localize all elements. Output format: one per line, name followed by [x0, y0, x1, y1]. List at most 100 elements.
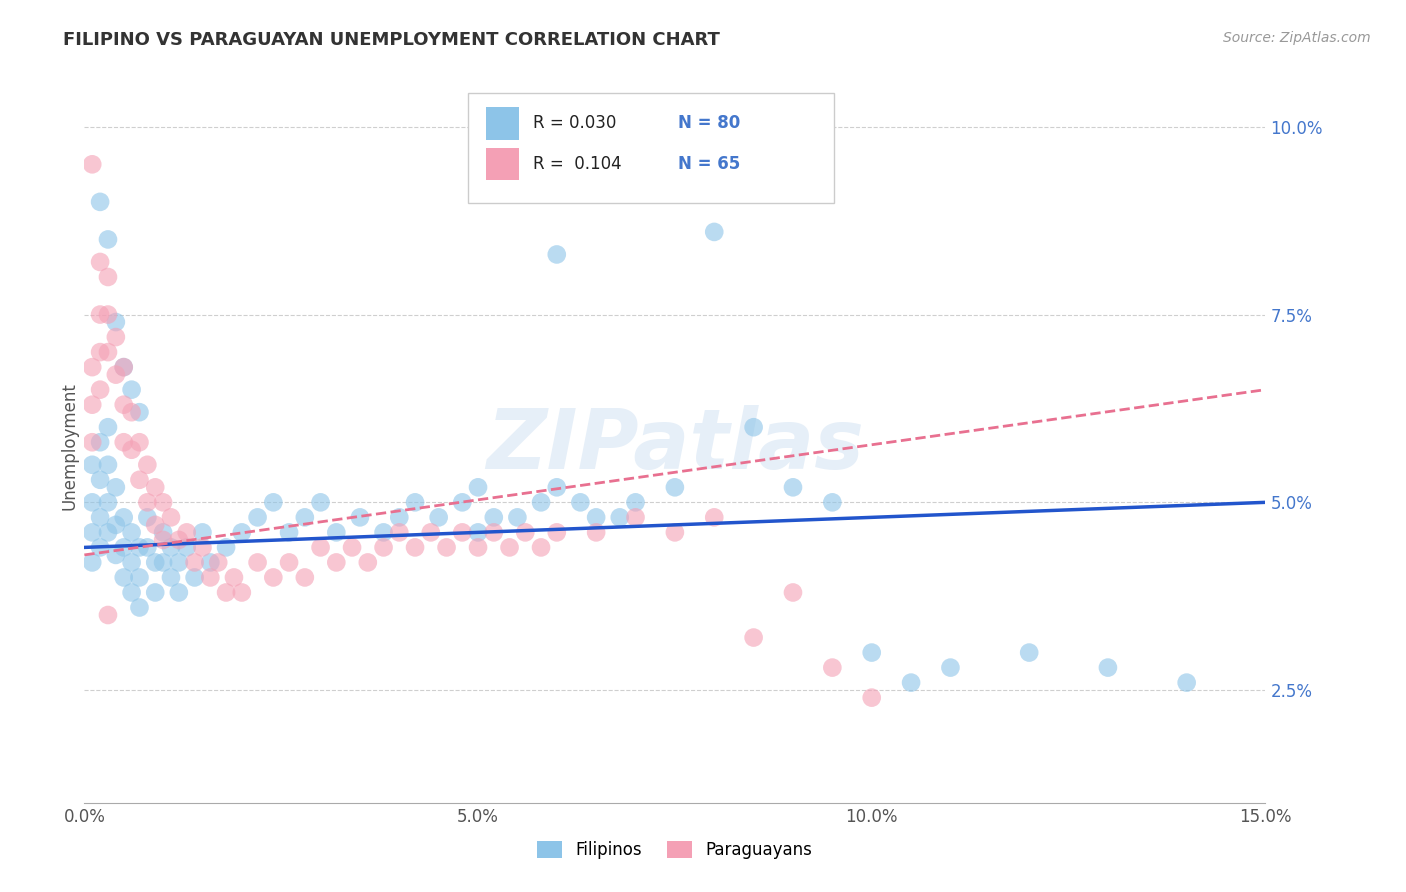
Point [136, 458, 159, 472]
Point [112, 398, 135, 412]
Point [183, 556, 205, 570]
Point [1175, 675, 1198, 690]
Point [152, 495, 174, 509]
Text: ZIPatlas: ZIPatlas [486, 406, 863, 486]
Point [1018, 646, 1040, 660]
Bar [486, 107, 519, 139]
Point [160, 541, 183, 555]
Point [89, 473, 111, 487]
Point [104, 330, 127, 344]
Point [176, 541, 198, 555]
Point [176, 525, 198, 540]
Point [215, 541, 238, 555]
Point [128, 541, 150, 555]
Point [112, 510, 135, 524]
Point [167, 533, 190, 547]
Point [309, 541, 332, 555]
Point [546, 247, 568, 261]
Point [451, 525, 474, 540]
Point [82, 435, 104, 450]
Point [104, 368, 127, 382]
Point [467, 541, 489, 555]
Point [143, 517, 166, 532]
Point [278, 525, 301, 540]
Point [482, 525, 505, 540]
Point [1097, 660, 1119, 674]
Point [262, 495, 284, 509]
Point [82, 525, 104, 540]
Point [860, 646, 883, 660]
Point [546, 480, 568, 494]
Point [136, 541, 159, 555]
Point [97, 308, 120, 322]
Point [569, 495, 592, 509]
Point [104, 315, 127, 329]
Point [89, 308, 111, 322]
Text: Source: ZipAtlas.com: Source: ZipAtlas.com [1223, 31, 1371, 45]
Point [860, 690, 883, 705]
Point [624, 510, 647, 524]
Point [82, 360, 104, 375]
Point [89, 435, 111, 450]
Point [121, 585, 143, 599]
Point [467, 480, 489, 494]
Point [373, 525, 395, 540]
Text: N = 65: N = 65 [679, 155, 741, 173]
Text: N = 80: N = 80 [679, 114, 741, 132]
Point [742, 420, 765, 434]
Point [742, 631, 765, 645]
Point [136, 495, 159, 509]
Point [900, 675, 922, 690]
Point [530, 541, 553, 555]
Point [97, 232, 120, 246]
Point [294, 570, 316, 584]
Point [152, 533, 174, 547]
Point [191, 541, 214, 555]
Point [215, 585, 238, 599]
Point [506, 510, 529, 524]
Point [121, 383, 143, 397]
Point [373, 541, 395, 555]
Point [546, 525, 568, 540]
Point [340, 541, 363, 555]
Point [404, 541, 426, 555]
Bar [486, 148, 519, 180]
Text: R =  0.104: R = 0.104 [533, 155, 621, 173]
Point [121, 442, 143, 457]
Point [404, 495, 426, 509]
Point [388, 525, 411, 540]
Point [515, 525, 537, 540]
Point [112, 360, 135, 375]
Point [388, 510, 411, 524]
Point [152, 525, 174, 540]
Point [821, 495, 844, 509]
Point [89, 510, 111, 524]
Point [530, 495, 553, 509]
Point [207, 556, 229, 570]
Y-axis label: Unemployment: Unemployment [60, 382, 79, 510]
Point [104, 548, 127, 562]
Point [97, 345, 120, 359]
Point [97, 270, 120, 285]
Point [112, 570, 135, 584]
Point [128, 600, 150, 615]
Point [104, 517, 127, 532]
Point [294, 510, 316, 524]
Point [585, 510, 607, 524]
Point [231, 585, 253, 599]
Point [664, 525, 686, 540]
Point [782, 480, 804, 494]
Point [143, 480, 166, 494]
Point [427, 510, 450, 524]
Point [89, 383, 111, 397]
Point [82, 458, 104, 472]
Text: FILIPINO VS PARAGUAYAN UNEMPLOYMENT CORRELATION CHART: FILIPINO VS PARAGUAYAN UNEMPLOYMENT CORR… [63, 31, 720, 49]
Point [112, 360, 135, 375]
Point [143, 556, 166, 570]
Point [97, 458, 120, 472]
Point [664, 480, 686, 494]
Point [128, 405, 150, 419]
Point [222, 570, 245, 584]
Point [467, 525, 489, 540]
Point [703, 510, 725, 524]
